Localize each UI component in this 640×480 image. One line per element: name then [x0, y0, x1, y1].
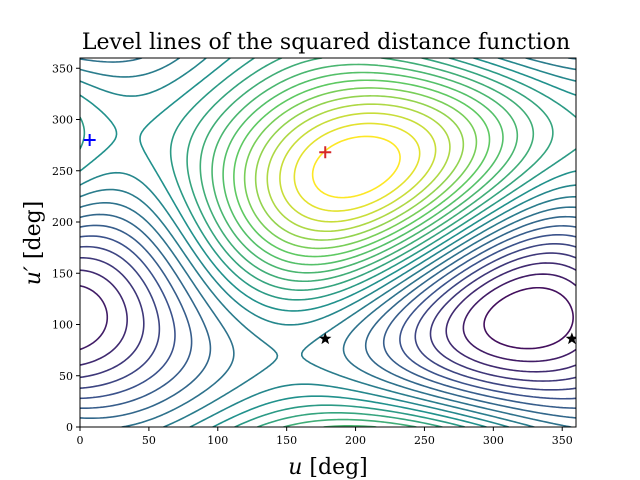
x-axis-unit: [deg] — [309, 455, 367, 480]
y-tick-label: 350 — [52, 62, 73, 75]
y-tick-label: 0 — [66, 421, 73, 434]
x-tick-label: 50 — [142, 434, 156, 447]
contour-lines — [80, 58, 576, 427]
x-axis-ticks: 0 50 100 150 200 250 300 350 — [77, 427, 573, 447]
saddle-1-marker — [319, 332, 332, 345]
x-tick-label: 200 — [345, 434, 366, 447]
contour-level — [293, 122, 421, 212]
contour-level — [80, 252, 576, 382]
contour-level — [80, 233, 576, 400]
contour-level — [243, 87, 478, 250]
y-axis-variable: u′ — [21, 266, 46, 285]
contour-level — [80, 273, 576, 363]
x-tick-label: 300 — [483, 434, 504, 447]
x-tick-label: 0 — [77, 434, 84, 447]
contour-level — [80, 262, 576, 373]
y-axis-label: u′ [deg] — [21, 201, 46, 286]
contour-level — [279, 112, 437, 223]
x-tick-label: 350 — [552, 434, 573, 447]
contour-level — [80, 58, 576, 427]
x-tick-label: 250 — [414, 434, 435, 447]
saddle-2-marker — [565, 332, 576, 345]
contour-level — [222, 71, 504, 266]
x-axis-label: u [deg] — [288, 455, 368, 480]
y-tick-label: 150 — [52, 267, 73, 280]
y-axis-ticks: 0 50 100 150 200 250 300 350 — [52, 62, 80, 434]
x-axis-variable: u — [288, 455, 302, 480]
contour-level — [80, 224, 576, 409]
y-tick-label: 100 — [52, 319, 73, 332]
x-tick-label: 150 — [276, 434, 297, 447]
x-tick-label: 100 — [207, 434, 228, 447]
contour-level — [266, 103, 451, 233]
plot-frame — [79, 57, 577, 428]
y-axis-unit: [deg] — [21, 201, 46, 259]
chart-title: Level lines of the squared distance func… — [82, 30, 570, 55]
contour-level — [483, 286, 574, 350]
markers — [83, 134, 576, 345]
y-tick-label: 50 — [59, 370, 73, 383]
contour-level — [80, 242, 576, 391]
maximum-marker — [319, 146, 332, 159]
contour-level — [254, 95, 465, 241]
y-tick-label: 300 — [52, 114, 73, 127]
contour-level — [233, 79, 491, 258]
y-tick-label: 200 — [52, 216, 73, 229]
contour-level — [311, 135, 401, 199]
y-tick-label: 250 — [52, 165, 73, 178]
contour-level — [80, 213, 576, 420]
minimum-marker — [83, 134, 96, 146]
